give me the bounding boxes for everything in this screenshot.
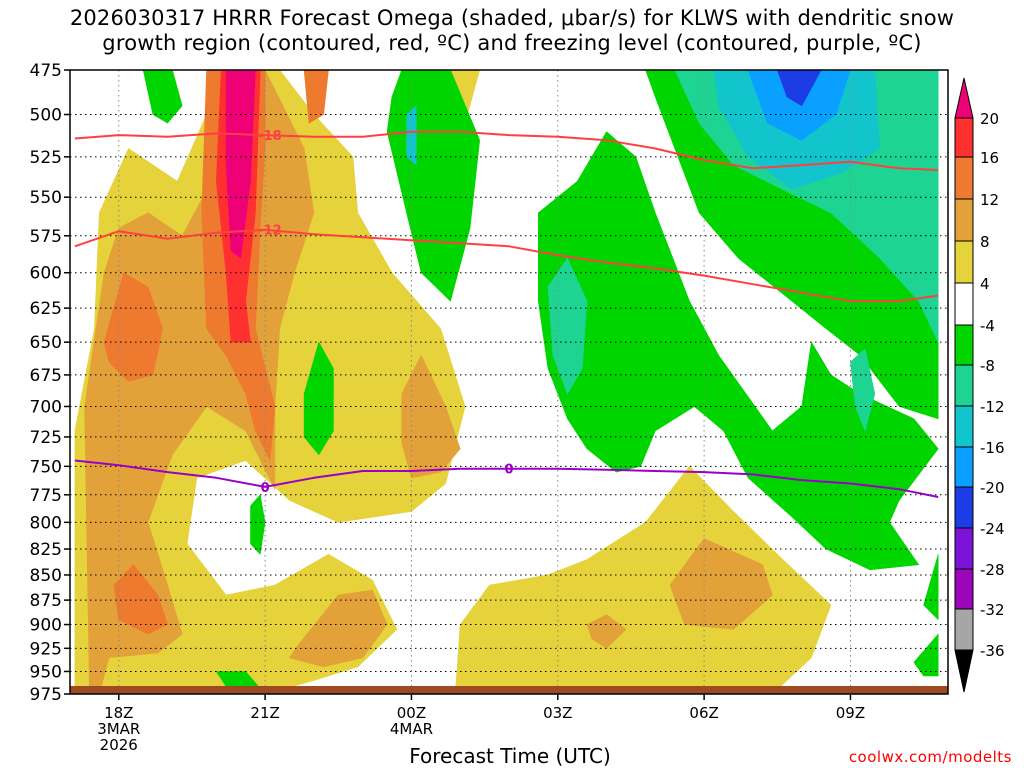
colorbar-label-10: -24 (980, 520, 1005, 538)
colorbar-bin-7 (954, 364, 974, 407)
colorbar: 20 16 12 8 4 -4 -8 -12 -16 -20 -24 -28 -32 -36 (954, 77, 1005, 693)
omega-region-24 (850, 348, 876, 432)
dgz-contour-12-line (74, 228, 939, 303)
omega-region-16 (303, 341, 334, 456)
colorbar-bin-11 (954, 527, 974, 570)
y-tick-label-500: 500 (30, 106, 62, 126)
y-tick-label-950: 950 (30, 662, 62, 682)
colorbar-bin-5 (954, 282, 974, 326)
omega-region-7 (586, 614, 627, 649)
colorbar-label-2: 12 (980, 191, 999, 209)
y-tick-label-625: 625 (30, 299, 62, 319)
colorbar-bin-12 (954, 568, 974, 610)
chart-title: 2026030317 HRRR Forecast Omega (shaded, … (0, 6, 1024, 56)
omega-region-8 (103, 272, 163, 382)
omega-region-6 (669, 538, 773, 630)
y-tick-label-650: 650 (30, 333, 62, 353)
colorbar-bin-10 (954, 486, 974, 529)
x-tick-label-21Z-0: 21Z (250, 704, 279, 722)
colorbar-label-8: -16 (980, 439, 1005, 457)
omega-region-17 (250, 494, 266, 555)
temperature-contours: -18 -12 0 0 (74, 129, 939, 498)
colorbar-label-9: -20 (980, 479, 1005, 497)
omega-region-1 (454, 465, 832, 694)
x-tick-label-09Z-0: 09Z (836, 704, 865, 722)
y-axis: 475 500 525 550 575 600 625 650 675 700 725 750 775 8… (30, 61, 70, 705)
colorbar-label-4: 4 (980, 275, 990, 293)
x-tick-label-00Z-0: 00Z (397, 704, 426, 722)
x-tick-label-00Z-1: 4MAR (390, 720, 433, 738)
colorbar-label-1: 16 (980, 149, 999, 167)
freezing-level-contour-line (74, 459, 939, 498)
y-tick-label-525: 525 (30, 148, 62, 168)
source-credit: coolwx.com/modelts (848, 748, 1012, 766)
omega-region-21 (923, 553, 939, 621)
colorbar-label-6: -8 (980, 357, 995, 375)
x-axis-title: Forecast Time (UTC) (409, 744, 611, 768)
freezing-level-contour-label-0: 0 (261, 481, 270, 496)
y-tick-label-600: 600 (30, 264, 62, 284)
y-tick-label-750: 750 (30, 457, 62, 477)
y-tick-label-575: 575 (30, 227, 62, 247)
dgz-contour-18-label-0: -18 (258, 129, 282, 144)
colorbar-bin-6 (954, 324, 974, 366)
colorbar-bin-1 (954, 117, 974, 158)
title-line-1: 2026030317 HRRR Forecast Omega (shaded, … (69, 6, 955, 30)
omega-region-11 (303, 70, 329, 124)
omega-region-9 (113, 564, 168, 635)
title-line-2: growth region (contoured, red, ºC) and f… (102, 31, 922, 55)
x-tick-label-18Z-0: 18Z (104, 704, 133, 722)
y-tick-label-875: 875 (30, 591, 62, 611)
ground-surface (70, 686, 948, 694)
colorbar-label-0: 20 (980, 110, 999, 128)
omega-region-29 (776, 70, 822, 107)
colorbar-bin-8 (954, 405, 974, 448)
grid-lines (70, 70, 948, 694)
y-tick-label-775: 775 (30, 486, 62, 506)
y-tick-label-900: 900 (30, 616, 62, 636)
colorbar-bottom-arrow (954, 649, 974, 693)
dgz-contour-12-label-0: -12 (258, 224, 282, 239)
plot-frame (69, 69, 949, 695)
colorbar-label-11: -28 (980, 561, 1005, 579)
colorbar-bin-2 (954, 156, 974, 200)
y-tick-label-925: 925 (30, 639, 62, 659)
omega-region-14 (142, 70, 183, 124)
y-tick-label-475: 475 (30, 61, 62, 81)
omega-region-13 (225, 70, 256, 259)
y-tick-label-675: 675 (30, 366, 62, 386)
y-tick-label-850: 850 (30, 566, 62, 586)
omega-region-5 (289, 589, 388, 668)
colorbar-top-arrow (954, 77, 974, 119)
omega-region-4 (401, 355, 461, 479)
omega-region-28 (747, 70, 851, 141)
y-tick-label-700: 700 (30, 397, 62, 417)
y-tick-label-550: 550 (30, 188, 62, 208)
x-tick-label-18Z-2: 2026 (100, 736, 138, 754)
y-tick-label-825: 825 (30, 540, 62, 560)
x-tick-label-18Z-1: 3MAR (97, 720, 140, 738)
colorbar-bin-13 (954, 608, 974, 651)
colorbar-bin-9 (954, 446, 974, 488)
colorbar-label-3: 8 (980, 233, 990, 251)
y-tick-label-800: 800 (30, 513, 62, 533)
dgz-contour-18-line (74, 130, 939, 171)
omega-shading (74, 70, 939, 694)
colorbar-label-12: -32 (980, 601, 1005, 619)
colorbar-label-13: -36 (980, 642, 1005, 660)
omega-region-19 (537, 131, 939, 571)
freezing-level-contour-label-1: 0 (504, 463, 513, 478)
y-tick-label-725: 725 (30, 428, 62, 448)
colorbar-label-5: -4 (980, 317, 995, 335)
colorbar-bin-4 (954, 240, 974, 284)
x-tick-label-06Z-0: 06Z (689, 704, 718, 722)
colorbar-bin-3 (954, 198, 974, 242)
x-tick-label-03Z-0: 03Z (543, 704, 572, 722)
colorbar-label-7: -12 (980, 398, 1005, 416)
y-tick-label-975: 975 (30, 685, 62, 705)
